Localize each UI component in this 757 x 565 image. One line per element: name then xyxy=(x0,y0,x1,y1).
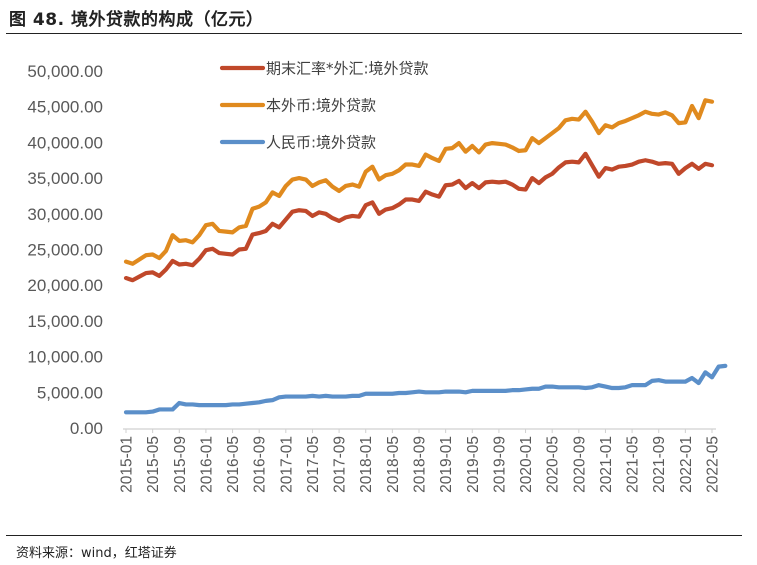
figure-title: 图 48. 境外贷款的构成（亿元） xyxy=(9,10,264,30)
x-tick-label: 2021-01 xyxy=(598,436,615,493)
x-tick-label: 2015-01 xyxy=(119,436,136,493)
x-tick-label: 2020-09 xyxy=(571,436,588,493)
x-tick-label: 2019-01 xyxy=(438,436,455,493)
y-tick-label: 0.00 xyxy=(70,419,103,438)
legend-label: 期末汇率*外汇:境外贷款 xyxy=(266,60,429,78)
series-line-1 xyxy=(123,98,715,266)
x-axis: 2015-01 2015-05 2015-09 2016-01 2016-05 2016-… xyxy=(119,428,722,493)
x-tick-label: 2017-01 xyxy=(278,436,295,493)
x-tick-label: 2019-05 xyxy=(465,436,482,493)
line-chart: 0.00 5,000.00 10,000.00 15,000.00 20,000.00 2… xyxy=(27,60,728,493)
x-tick-label: 2017-05 xyxy=(305,436,322,493)
legend-label: 人民币:境外贷款 xyxy=(266,134,376,152)
series-lines xyxy=(123,98,728,415)
y-tick-label: 10,000.00 xyxy=(27,348,103,367)
y-tick-label: 30,000.00 xyxy=(27,205,103,224)
x-tick-label: 2016-01 xyxy=(198,436,215,493)
series-line-2 xyxy=(123,363,728,415)
x-tick-label: 2021-05 xyxy=(625,436,642,493)
y-tick-label: 40,000.00 xyxy=(27,133,103,152)
y-tick-label: 50,000.00 xyxy=(27,62,103,81)
y-axis: 0.00 5,000.00 10,000.00 15,000.00 20,000.00 2… xyxy=(27,62,103,438)
x-tick-label: 2018-09 xyxy=(412,436,429,493)
x-tick-label: 2015-05 xyxy=(145,436,162,493)
y-tick-label: 25,000.00 xyxy=(27,241,103,260)
y-tick-label: 45,000.00 xyxy=(27,98,103,117)
x-tick-label: 2015-09 xyxy=(172,436,189,493)
x-tick-label: 2022-05 xyxy=(705,436,722,493)
y-tick-label: 20,000.00 xyxy=(27,276,103,295)
x-tick-label: 2018-05 xyxy=(385,436,402,493)
source-note: 资料来源：wind，红塔证券 xyxy=(16,546,177,561)
top-rule xyxy=(6,33,742,34)
y-tick-label: 15,000.00 xyxy=(27,312,103,331)
legend-label: 本外币:境外贷款 xyxy=(266,97,376,115)
legend-item: 期末汇率*外汇:境外贷款 xyxy=(219,60,429,78)
x-tick-label: 2016-09 xyxy=(252,436,269,493)
legend-item: 人民币:境外贷款 xyxy=(219,134,376,152)
x-tick-label: 2020-01 xyxy=(518,436,535,493)
x-tick-label: 2020-05 xyxy=(545,436,562,493)
x-tick-label: 2018-01 xyxy=(358,436,375,493)
x-tick-label: 2019-09 xyxy=(491,436,508,493)
y-tick-label: 5,000.00 xyxy=(37,383,103,402)
legend-item: 本外币:境外贷款 xyxy=(219,97,376,115)
x-tick-label: 2017-09 xyxy=(332,436,349,493)
y-tick-label: 35,000.00 xyxy=(27,169,103,188)
bottom-rule xyxy=(6,535,742,536)
x-tick-label: 2021-09 xyxy=(651,436,668,493)
series-line-0 xyxy=(123,151,715,283)
x-tick-label: 2016-05 xyxy=(225,436,242,493)
x-tick-label: 2022-01 xyxy=(678,436,695,493)
